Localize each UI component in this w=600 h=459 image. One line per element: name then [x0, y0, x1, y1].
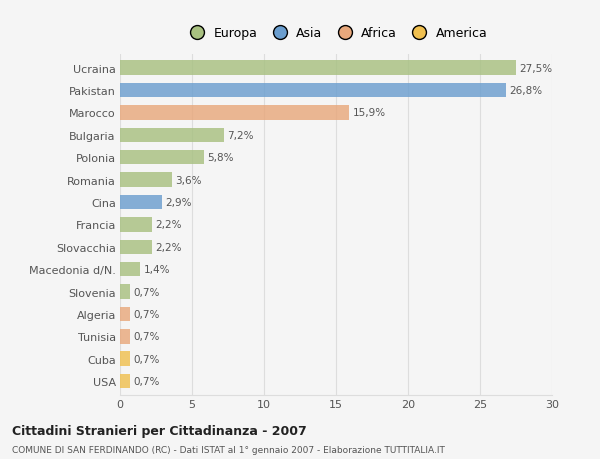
Bar — [120, 330, 130, 344]
Bar — [120, 173, 172, 187]
Text: 5,8%: 5,8% — [207, 153, 233, 163]
Bar — [120, 285, 130, 299]
Bar — [120, 151, 203, 165]
Text: 0,7%: 0,7% — [134, 376, 160, 386]
Text: 0,7%: 0,7% — [134, 332, 160, 341]
Text: 0,7%: 0,7% — [134, 354, 160, 364]
Bar — [120, 352, 130, 366]
Text: 3,6%: 3,6% — [175, 175, 202, 185]
Text: 7,2%: 7,2% — [227, 130, 254, 140]
Bar — [120, 218, 152, 232]
Text: 15,9%: 15,9% — [353, 108, 386, 118]
Text: 27,5%: 27,5% — [520, 63, 553, 73]
Bar — [120, 374, 130, 389]
Legend: Europa, Asia, Africa, America: Europa, Asia, Africa, America — [179, 22, 493, 45]
Bar — [120, 128, 224, 143]
Text: 0,7%: 0,7% — [134, 309, 160, 319]
Text: 2,9%: 2,9% — [166, 197, 192, 207]
Bar — [120, 307, 130, 322]
Text: 2,2%: 2,2% — [155, 242, 182, 252]
Bar — [120, 61, 516, 76]
Bar — [120, 195, 162, 210]
Text: 0,7%: 0,7% — [134, 287, 160, 297]
Text: 2,2%: 2,2% — [155, 220, 182, 230]
Bar — [120, 263, 140, 277]
Text: COMUNE DI SAN FERDINANDO (RC) - Dati ISTAT al 1° gennaio 2007 - Elaborazione TUT: COMUNE DI SAN FERDINANDO (RC) - Dati IST… — [12, 445, 445, 454]
Text: 1,4%: 1,4% — [144, 264, 170, 274]
Text: 26,8%: 26,8% — [509, 86, 542, 96]
Bar — [120, 84, 506, 98]
Bar — [120, 240, 152, 255]
Bar — [120, 106, 349, 120]
Text: Cittadini Stranieri per Cittadinanza - 2007: Cittadini Stranieri per Cittadinanza - 2… — [12, 425, 307, 437]
